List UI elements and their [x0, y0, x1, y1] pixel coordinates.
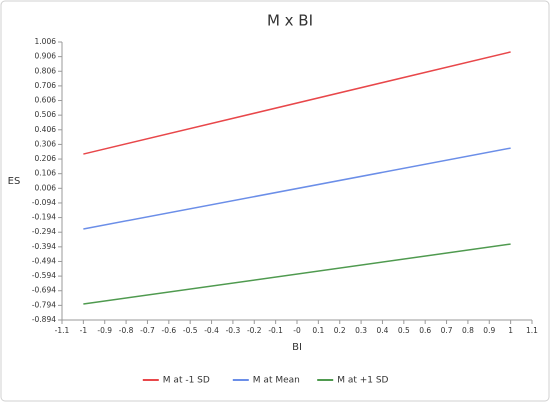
x-tick-label: 0.3 — [355, 326, 367, 335]
y-tick-label: -0.794 — [32, 300, 56, 309]
y-tick-label: 1.006 — [35, 37, 57, 46]
y-tick-label: 0.106 — [35, 169, 57, 178]
x-axis-label: BI — [292, 342, 302, 353]
x-tick-label: -1.1 — [55, 326, 70, 335]
x-tick-label: -0.6 — [161, 326, 176, 335]
x-tick-label: 0.4 — [376, 326, 388, 335]
y-tick-label: 0.406 — [35, 125, 57, 134]
x-tick-label: 0.6 — [419, 326, 431, 335]
y-tick-label: 0.506 — [35, 110, 57, 119]
y-axis-label: ES — [8, 176, 21, 187]
y-tick-label: 0.206 — [35, 154, 57, 163]
line — [83, 243, 511, 305]
x-tick-label: 1 — [508, 326, 513, 335]
y-tick-label: 0.906 — [35, 52, 57, 61]
x-tick-label: -0.1 — [268, 326, 283, 335]
x-tick-label: 0.8 — [462, 326, 474, 335]
x-tick-label: 0.7 — [441, 326, 453, 335]
y-tick-label: 0.606 — [35, 96, 57, 105]
x-tick-label: -0.4 — [204, 326, 219, 335]
legend-label: M at -1 SD — [163, 376, 210, 386]
y-tick-label: 0.006 — [35, 183, 57, 192]
y-tick-label: -0.594 — [32, 271, 56, 280]
y-tick-label: -0.894 — [32, 315, 56, 324]
y-tick-label: -0.694 — [32, 286, 56, 295]
y-tick-label: -0.294 — [32, 227, 56, 236]
x-tick-label: -0 — [293, 326, 301, 335]
line — [83, 147, 511, 230]
x-tick-label: 0.5 — [398, 326, 410, 335]
y-tick-label: -0.494 — [32, 256, 56, 265]
y-tick-label: 0.306 — [35, 139, 57, 148]
x-tick-label: -0.2 — [247, 326, 262, 335]
x-tick-label: -0.9 — [97, 326, 112, 335]
y-tick-label: -0.394 — [32, 242, 56, 251]
x-tick-label: -0.5 — [183, 326, 198, 335]
x-tick-label: 1.1 — [526, 326, 538, 335]
chart-title: M x BI — [267, 12, 313, 30]
x-tick-label: 0.2 — [334, 326, 346, 335]
y-tick-label: -0.194 — [32, 213, 56, 222]
x-tick-label: -0.8 — [119, 326, 134, 335]
y-tick-label: -0.094 — [32, 198, 56, 207]
x-tick-label: 0.1 — [312, 326, 324, 335]
x-tick-label: -0.3 — [226, 326, 241, 335]
y-tick-label: 0.706 — [35, 81, 57, 90]
legend-label: M at +1 SD — [337, 376, 388, 386]
x-tick-label: 0.9 — [483, 326, 495, 335]
line — [83, 51, 511, 155]
y-tick-label: 0.806 — [35, 66, 57, 75]
x-tick-label: -1 — [80, 326, 88, 335]
x-tick-label: -0.7 — [140, 326, 155, 335]
legend-label: M at Mean — [253, 376, 300, 386]
